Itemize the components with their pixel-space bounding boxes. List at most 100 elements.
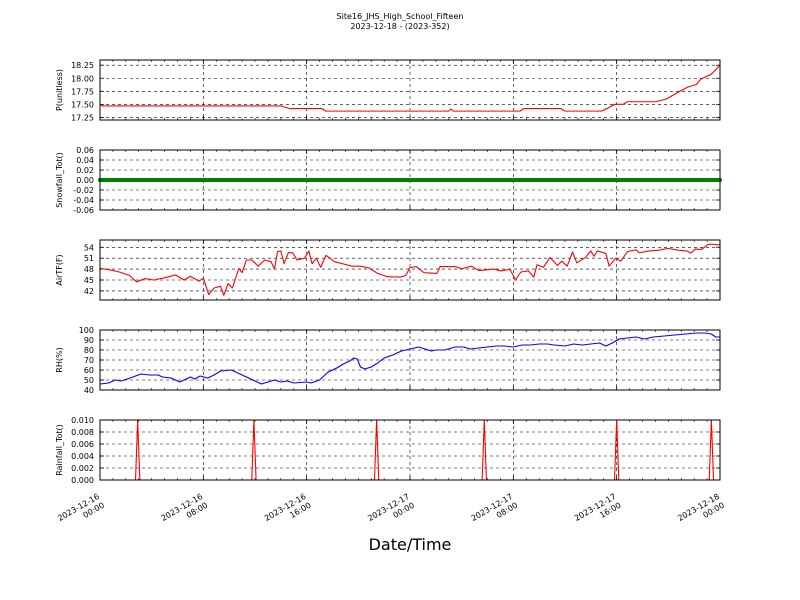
series-point-snowfall: [318, 178, 323, 182]
series-point-snowfall: [693, 178, 698, 182]
series-point-snowfall: [339, 178, 344, 182]
series-point-snowfall: [150, 178, 155, 182]
series-point-snowfall: [104, 178, 109, 182]
series-point-snowfall: [451, 178, 456, 182]
series-point-snowfall: [578, 178, 583, 182]
series-point-snowfall: [649, 178, 654, 182]
series-point-snowfall: [618, 178, 623, 182]
series-point-snowfall: [398, 178, 403, 182]
series-point-snowfall: [547, 178, 552, 182]
series-point-snowfall: [311, 178, 316, 182]
series-point-snowfall: [228, 178, 233, 182]
series-point-snowfall: [572, 178, 577, 182]
y-tick-label: 0.010: [71, 416, 94, 425]
y-tick-label: 0.04: [76, 156, 94, 165]
series-point-snowfall: [665, 178, 670, 182]
y-tick-label: 40: [84, 386, 94, 395]
series-point-snowfall: [389, 178, 394, 182]
series-point-snowfall: [249, 178, 254, 182]
axes-frame-rainfall: [99, 419, 721, 481]
series-point-snowfall: [643, 178, 648, 182]
series-point-snowfall: [454, 178, 459, 182]
series-point-snowfall: [532, 178, 536, 182]
series-point-snowfall: [491, 178, 496, 182]
series-point-snowfall: [566, 178, 571, 182]
series-point-snowfall: [507, 178, 512, 182]
series-point-snowfall: [677, 178, 682, 182]
y-tick-label: 42: [84, 287, 94, 296]
y-tick-label: 50: [84, 376, 94, 385]
series-point-snowfall: [457, 178, 462, 182]
series-point-snowfall: [191, 178, 195, 182]
y-tick-label: 0.000: [71, 476, 94, 485]
y-tick-label: 70: [84, 356, 94, 365]
series-point-snowfall: [637, 178, 642, 182]
series-point-snowfall: [132, 178, 137, 182]
series-point-snowfall: [640, 178, 645, 182]
series-point-snowfall: [138, 178, 143, 182]
series-point-snowfall: [482, 178, 487, 182]
axes-frame-rh: [99, 329, 721, 391]
series-point-snowfall: [212, 178, 217, 182]
series-point-snowfall: [194, 178, 199, 182]
series-point-snowfall: [466, 178, 471, 182]
series-point-snowfall: [215, 178, 220, 182]
y-axis-label-rh: RH(%): [55, 347, 64, 372]
series-point-snowfall: [305, 178, 310, 182]
series-point-snowfall: [122, 178, 127, 182]
series-point-snowfall: [169, 178, 174, 182]
series-point-snowfall: [659, 178, 664, 182]
series-point-snowfall: [178, 178, 183, 182]
series-point-snowfall: [125, 178, 130, 182]
series-point-snowfall: [367, 178, 372, 182]
series-point-snowfall: [302, 178, 307, 182]
series-point-snowfall: [590, 178, 595, 182]
series-point-snowfall: [476, 178, 481, 182]
series-point-snowfall: [528, 178, 533, 182]
series-point-snowfall: [101, 178, 106, 182]
y-tick-label: 0.004: [71, 452, 94, 461]
y-tick-label: 18.00: [71, 74, 94, 83]
series-point-snowfall: [253, 178, 257, 182]
series-point-snowfall: [603, 178, 608, 182]
y-tick-label: -0.02: [73, 186, 94, 195]
series-point-snowfall: [656, 178, 660, 182]
series-point-snowfall: [259, 178, 264, 182]
series-point-snowfall: [553, 178, 558, 182]
y-axis-label-airtf: AirTF(F): [55, 254, 64, 285]
series-point-snowfall: [504, 178, 509, 182]
panel-pressure: 17.25 17.50 17.75 18.00 18.25 P(unitless): [55, 59, 721, 122]
series-point-snowfall: [600, 178, 605, 182]
series-point-snowfall: [113, 178, 118, 182]
series-point-snowfall: [166, 178, 171, 182]
series-point-snowfall: [460, 178, 465, 182]
series-point-snowfall: [680, 178, 685, 182]
series-point-snowfall: [479, 178, 484, 182]
series-point-snowfall: [395, 178, 400, 182]
series-point-snowfall: [612, 178, 617, 182]
series-point-snowfall: [321, 178, 326, 182]
series-point-snowfall: [315, 178, 319, 182]
series-point-snowfall: [414, 178, 419, 182]
series-point-snowfall: [563, 178, 567, 182]
series-point-snowfall: [175, 178, 180, 182]
series-point-snowfall: [559, 178, 564, 182]
series-point-snowfall: [274, 178, 279, 182]
series-point-snowfall: [628, 178, 633, 182]
series-point-snowfall: [209, 178, 214, 182]
series-point-snowfall: [181, 178, 186, 182]
series-point-snowfall: [411, 178, 416, 182]
series-point-snowfall: [346, 178, 350, 182]
series-point-snowfall: [333, 178, 338, 182]
series-point-snowfall: [256, 178, 261, 182]
series-point-snowfall: [293, 178, 298, 182]
series-point-snowfall: [370, 178, 375, 182]
y-tick-label: 0.06: [76, 146, 94, 155]
series-point-snowfall: [470, 178, 474, 182]
series-point-snowfall: [141, 178, 146, 182]
series-point-snowfall: [621, 178, 626, 182]
series-point-snowfall: [342, 178, 347, 182]
